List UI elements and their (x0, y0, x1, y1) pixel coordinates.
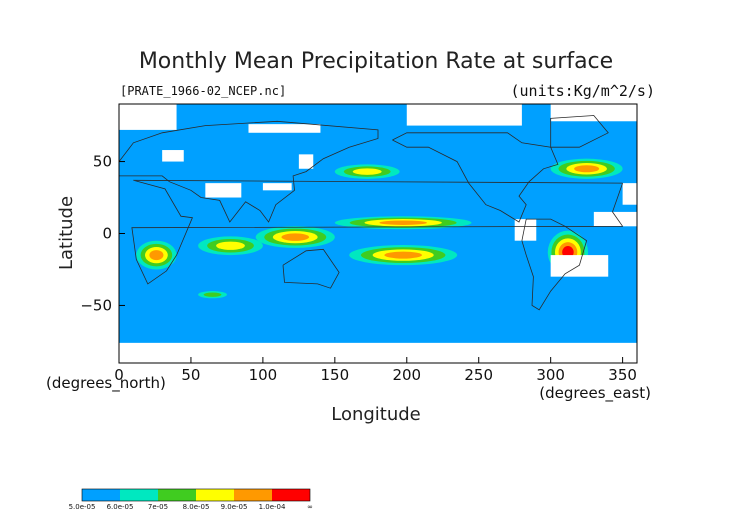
colorbar-label: 7e-05 (148, 503, 168, 511)
coastline (282, 248, 340, 289)
y-tick-label: 0 (102, 225, 112, 243)
y-axis-label: Latitude (56, 196, 77, 270)
precip-region-maritime-continent (281, 233, 310, 241)
missing-data-block (550, 255, 609, 277)
missing-data-block (248, 124, 321, 133)
colorbar-swatch (120, 489, 158, 501)
missing-data-blocks (119, 104, 637, 363)
missing-data-block (119, 104, 177, 130)
missing-data-block (406, 104, 522, 126)
colorbar-swatch (82, 489, 120, 501)
x-units-label: (degrees_east) (539, 384, 651, 403)
y-tick-label: −50 (80, 296, 112, 314)
coastline (392, 132, 559, 223)
precip-region-indian-ocean (216, 241, 245, 250)
colorbar-label: 1.0e-04 (259, 503, 286, 511)
colorbar-label: 8.0e-05 (183, 503, 210, 511)
missing-data-block (162, 150, 184, 162)
coastline (131, 179, 624, 285)
missing-data-block (550, 104, 637, 122)
precip-region-central-africa (149, 250, 164, 261)
x-tick-label: 100 (249, 366, 278, 384)
y-units-label: (degrees_north) (46, 374, 166, 393)
missing-data-block (593, 211, 637, 227)
precip-region-southern-indian-ocean (203, 292, 222, 297)
plot-area (118, 103, 638, 364)
colorbar: 5.0e-05 6.0e-05 7e-05 8.0e-05 9.0e-05 1.0e-04… (69, 488, 313, 511)
precip-region-north-atlantic-storm-track (574, 165, 600, 173)
x-tick-label: 350 (608, 366, 637, 384)
missing-data-block (262, 183, 292, 191)
x-tick-label: 200 (392, 366, 421, 384)
x-tick-label: 250 (464, 366, 493, 384)
coastline (521, 218, 588, 311)
x-tick-label: 0 (114, 366, 124, 384)
precip-region-spcz (384, 251, 422, 259)
x-axis-label: Longitude (331, 404, 421, 425)
precip-region-north-pacific-storm-track (352, 168, 382, 175)
x-tick-label: 300 (536, 366, 565, 384)
x-tick-label: 50 (181, 366, 200, 384)
colorbar-label: 6.0e-05 (107, 503, 134, 511)
coastlines (118, 115, 624, 311)
colorbar-swatch (272, 489, 310, 501)
file-subtitle: [PRATE_1966-02_NCEP.nc] (120, 84, 286, 98)
precip-region-pacific-itcz (379, 220, 427, 225)
y-axis-ticks: −50 0 50 (80, 153, 125, 314)
chart-title: Monthly Mean Precipitation Rate at surfa… (139, 49, 613, 74)
x-tick-label: 150 (321, 366, 350, 384)
coastline (118, 120, 379, 223)
colorbar-label: 5.0e-05 (69, 503, 96, 511)
missing-data-block (205, 183, 242, 198)
colorbar-label: 9.0e-05 (221, 503, 248, 511)
coastline (550, 115, 609, 148)
x-axis-ticks: 0 50 100 150 200 250 300 350 (114, 357, 637, 384)
colorbar-label: ∞ (307, 503, 313, 511)
missing-data-block (119, 342, 637, 363)
y-tick-label: 50 (93, 153, 112, 171)
missing-data-block (298, 154, 314, 169)
missing-data-block (514, 219, 537, 241)
colorbar-swatch (158, 489, 196, 501)
colorbar-swatch (234, 489, 272, 501)
colorbar-swatch (196, 489, 234, 501)
units-note: (units:Kg/m^2/s) (511, 82, 656, 100)
missing-data-block (622, 183, 637, 205)
colorbar-frame (81, 488, 311, 502)
